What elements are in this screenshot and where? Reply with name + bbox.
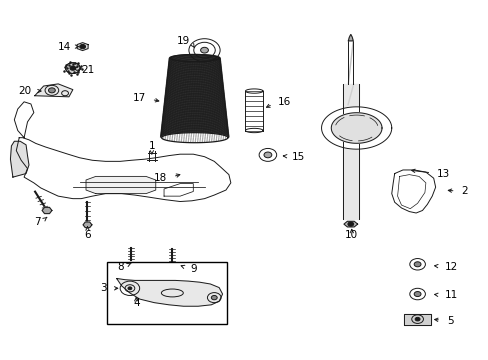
- Text: 11: 11: [444, 291, 457, 301]
- Polygon shape: [77, 42, 88, 50]
- Circle shape: [264, 152, 271, 158]
- Polygon shape: [391, 170, 435, 213]
- Text: 3: 3: [100, 283, 107, 293]
- Polygon shape: [321, 107, 391, 149]
- Polygon shape: [167, 265, 176, 271]
- Circle shape: [48, 88, 55, 93]
- Text: 12: 12: [444, 262, 457, 272]
- Polygon shape: [83, 222, 92, 228]
- Polygon shape: [343, 221, 357, 227]
- Polygon shape: [117, 279, 222, 306]
- Polygon shape: [42, 207, 52, 213]
- Text: 18: 18: [154, 173, 167, 183]
- Circle shape: [413, 262, 420, 267]
- Circle shape: [413, 292, 420, 297]
- Text: 19: 19: [176, 36, 189, 46]
- Text: 7: 7: [34, 217, 41, 227]
- Polygon shape: [35, 84, 73, 97]
- Text: 16: 16: [277, 97, 290, 107]
- Text: 13: 13: [436, 168, 449, 179]
- Polygon shape: [127, 262, 136, 268]
- Text: 15: 15: [292, 152, 305, 162]
- Circle shape: [70, 66, 76, 70]
- Bar: [107, 262, 227, 324]
- Text: 6: 6: [84, 230, 91, 239]
- Text: 20: 20: [18, 86, 31, 96]
- Circle shape: [211, 296, 217, 300]
- Circle shape: [414, 318, 419, 321]
- Polygon shape: [16, 138, 230, 202]
- Polygon shape: [342, 84, 358, 220]
- Polygon shape: [14, 102, 34, 138]
- Polygon shape: [347, 35, 352, 41]
- Polygon shape: [86, 176, 156, 194]
- Polygon shape: [403, 314, 430, 324]
- Polygon shape: [347, 84, 353, 105]
- Polygon shape: [10, 141, 29, 177]
- Text: 1: 1: [148, 141, 155, 151]
- Text: 14: 14: [58, 42, 71, 51]
- Circle shape: [128, 287, 132, 290]
- Text: 10: 10: [345, 230, 358, 239]
- Polygon shape: [331, 113, 381, 143]
- Text: 17: 17: [132, 93, 146, 103]
- Circle shape: [65, 63, 80, 73]
- Text: 8: 8: [117, 262, 123, 272]
- Circle shape: [347, 222, 353, 226]
- Polygon shape: [245, 91, 263, 131]
- Text: 4: 4: [133, 298, 139, 308]
- Text: 21: 21: [81, 64, 94, 75]
- Text: 2: 2: [461, 186, 467, 197]
- Polygon shape: [347, 41, 352, 84]
- Circle shape: [80, 44, 85, 49]
- Circle shape: [200, 47, 208, 53]
- Text: 9: 9: [189, 264, 196, 274]
- Text: 5: 5: [446, 316, 452, 325]
